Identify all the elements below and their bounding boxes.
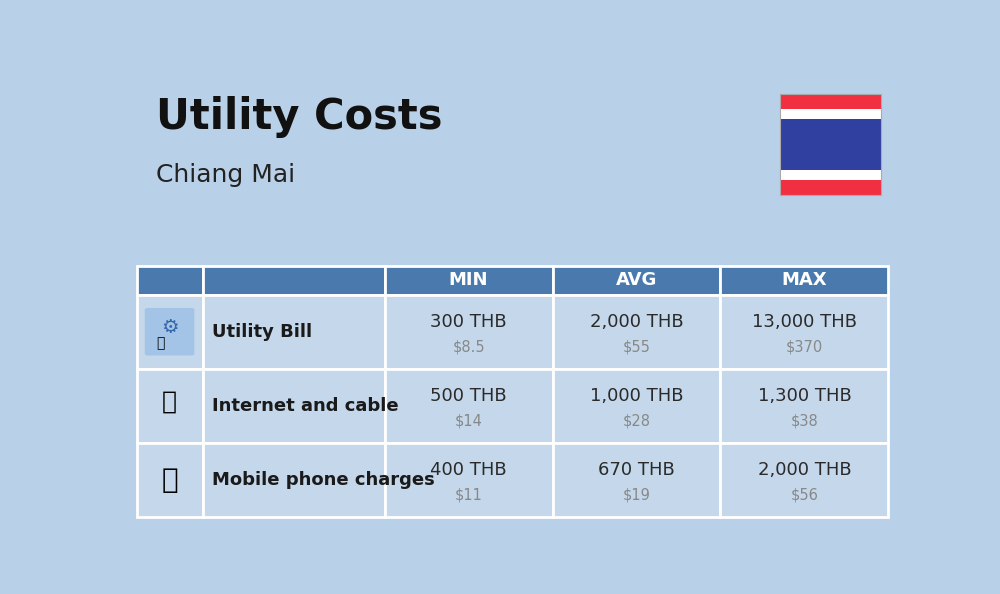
Bar [780,179,881,195]
Bar [553,443,720,517]
Bar [385,369,553,443]
Text: Utility Bill: Utility Bill [212,323,312,341]
Text: $28: $28 [622,413,650,428]
Text: 400 THB: 400 THB [430,462,507,479]
Bar [780,119,881,170]
Text: $19: $19 [623,488,650,503]
Text: 2,000 THB: 2,000 THB [590,313,683,331]
Bar [202,266,385,295]
Bar [780,109,881,119]
Text: $55: $55 [623,339,650,354]
Bar [720,369,888,443]
Text: 500 THB: 500 THB [430,387,507,405]
Text: MIN: MIN [449,271,488,289]
Text: $56: $56 [790,488,818,503]
Text: 📶: 📶 [162,389,177,413]
Bar [137,443,202,517]
Bar [385,266,553,295]
Bar [780,94,881,109]
Text: Internet and cable: Internet and cable [212,397,398,415]
Bar [137,295,202,369]
Text: ⚙: ⚙ [161,318,178,337]
Bar [553,295,720,369]
Bar [780,94,881,195]
Bar [385,443,553,517]
Text: $370: $370 [786,339,823,354]
Bar [553,266,720,295]
Text: 📱: 📱 [161,466,178,494]
Bar [720,443,888,517]
Bar [720,266,888,295]
Text: Mobile phone charges: Mobile phone charges [212,471,435,489]
Bar [553,369,720,443]
Text: 🔌: 🔌 [156,336,164,350]
Text: 670 THB: 670 THB [598,462,675,479]
Text: Utility Costs: Utility Costs [156,96,442,138]
Text: 1,000 THB: 1,000 THB [590,387,683,405]
FancyBboxPatch shape [145,308,194,355]
Bar [137,266,202,295]
Text: Chiang Mai: Chiang Mai [156,163,295,187]
Bar [202,295,385,369]
Bar [780,170,881,179]
Text: 1,300 THB: 1,300 THB [758,387,851,405]
Bar [720,295,888,369]
Text: AVG: AVG [616,271,657,289]
Text: 13,000 THB: 13,000 THB [752,313,857,331]
Text: MAX: MAX [782,271,827,289]
Text: $8.5: $8.5 [452,339,485,354]
Bar [385,295,553,369]
Text: $11: $11 [455,488,483,503]
Bar [137,369,202,443]
Text: $38: $38 [791,413,818,428]
Text: 300 THB: 300 THB [430,313,507,331]
Text: $14: $14 [455,413,483,428]
Bar [202,369,385,443]
Text: 2,000 THB: 2,000 THB [758,462,851,479]
Bar [202,443,385,517]
